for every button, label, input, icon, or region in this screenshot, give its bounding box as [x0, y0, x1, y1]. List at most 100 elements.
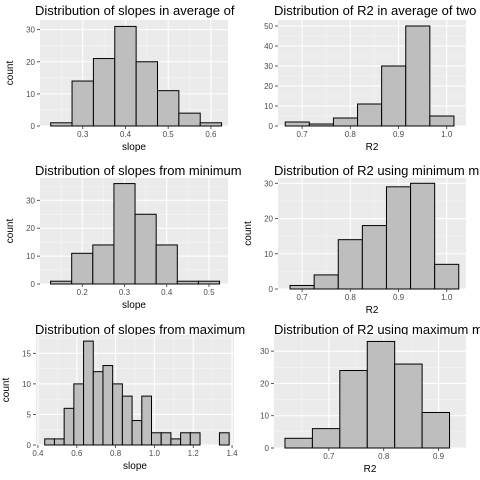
x-axis-label: slope: [123, 461, 147, 472]
y-tick-label: 10: [26, 252, 35, 261]
y-tick-label: 30: [26, 26, 35, 35]
histogram-bar: [332, 117, 359, 127]
x-tick-label: 0.8: [110, 449, 122, 458]
y-tick-label: 10: [264, 250, 273, 259]
histogram-bar: [337, 239, 363, 290]
histogram-bar: [405, 25, 431, 127]
y-tick-label: 0: [27, 441, 32, 450]
histogram-bar: [160, 432, 172, 446]
histogram-bar: [135, 61, 159, 127]
histogram-bar: [385, 186, 412, 290]
panel-title: Distribution of R2 using maximum m: [274, 322, 480, 337]
y-tick-label: 30: [264, 179, 273, 188]
histogram-bar: [394, 363, 423, 449]
x-tick-label: 0.4: [120, 130, 132, 139]
histogram-bar: [114, 25, 137, 127]
x-axis-label: slope: [122, 142, 146, 153]
x-tick-label: 0.4: [161, 288, 173, 297]
y-tick-label: 5: [27, 410, 32, 419]
panel-title: Distribution of R2 in average of two: [274, 3, 476, 18]
histogram-bar: [180, 432, 191, 446]
histogram-bar: [50, 122, 73, 127]
x-tick-label: 0.6: [205, 130, 217, 139]
panel-title: Distribution of slopes from maximum: [35, 322, 245, 337]
panel-title: Distribution of slopes from minimum: [35, 163, 242, 178]
histogram-bar: [434, 263, 460, 290]
histogram-bar: [92, 371, 104, 446]
y-tick-label: 20: [264, 82, 273, 91]
x-tick-label: 0.6: [71, 449, 83, 458]
histogram-bar: [284, 437, 313, 449]
panel-2: Distribution of R2 in average of two 0.7 0…: [264, 3, 476, 153]
histogram-bar: [357, 103, 383, 127]
histogram-bar: [313, 274, 339, 290]
panel-title: Distribution of R2 using minimum m: [274, 163, 479, 178]
histogram-bar: [170, 438, 182, 446]
histogram-bar: [71, 80, 94, 127]
x-tick-label: 0.9: [393, 130, 405, 139]
histogram-bar: [311, 428, 341, 449]
histogram-bar: [429, 115, 455, 127]
y-axis-label: count: [1, 378, 12, 403]
histogram-bar: [155, 244, 178, 285]
x-tick-label: 0.4: [32, 449, 44, 458]
x-axis-label: slope: [122, 300, 146, 311]
histogram-bar: [308, 123, 334, 127]
histogram-bar: [121, 395, 133, 446]
y-tick-label: 50: [264, 22, 273, 31]
histogram-bar: [410, 182, 436, 290]
x-tick-label: 1.2: [188, 449, 200, 458]
y-tick-label: 40: [264, 42, 273, 51]
histogram-bar: [421, 411, 451, 449]
y-tick-label: 30: [264, 62, 273, 71]
histogram-bar: [339, 370, 368, 449]
histogram-bar: [361, 225, 387, 290]
x-tick-label: 0.7: [297, 130, 309, 139]
y-tick-label: 15: [22, 349, 31, 358]
histogram-bar: [197, 280, 221, 285]
y-tick-label: 10: [264, 102, 273, 111]
y-tick-label: 0: [265, 444, 270, 453]
x-tick-label: 0.9: [393, 293, 405, 302]
histogram-bar: [73, 383, 85, 446]
panel-1: Distribution of slopes in average of 0.3 0…: [5, 3, 235, 153]
x-axis-label: R2: [366, 305, 379, 316]
histogram-bar: [53, 438, 65, 446]
x-tick-label: 0.5: [163, 130, 175, 139]
histogram-bar: [178, 112, 201, 127]
histogram-bar: [131, 420, 143, 446]
histogram-bar: [44, 438, 55, 446]
histogram-bar: [381, 65, 407, 127]
x-tick-label: 0.3: [77, 130, 89, 139]
y-tick-label: 0: [269, 122, 274, 131]
y-axis-label: count: [5, 61, 16, 86]
y-axis-label: count: [5, 219, 16, 244]
panel-5: Distribution of slopes from maximum 0.4 0.…: [1, 322, 245, 472]
x-axis-label: R2: [364, 464, 377, 475]
x-tick-label: 1.4: [226, 449, 238, 458]
y-tick-label: 0: [31, 122, 36, 131]
histogram-bar: [199, 122, 223, 127]
y-tick-label: 10: [22, 380, 31, 389]
panel-title: Distribution of slopes in average of: [35, 3, 235, 18]
histogram-bar: [157, 90, 180, 127]
histogram-bar: [63, 407, 75, 446]
histogram-bar: [113, 183, 136, 285]
y-tick-label: 20: [26, 224, 35, 233]
panel-4: Distribution of R2 using minimum m 0.7 0.8…: [243, 163, 479, 316]
x-tick-label: 1.0: [441, 130, 453, 139]
panel-3: Distribution of slopes from minimum 0.2 0.…: [5, 163, 242, 311]
histogram-bar: [141, 395, 152, 446]
y-tick-label: 20: [260, 379, 269, 388]
histogram-bar: [134, 213, 157, 285]
histogram-bar: [92, 58, 116, 127]
histogram-bar: [289, 284, 315, 290]
y-tick-label: 10: [26, 90, 35, 99]
y-tick-label: 30: [260, 347, 269, 356]
histogram-bar: [366, 340, 396, 449]
histogram-bar: [189, 432, 201, 446]
histogram-bar: [112, 383, 123, 446]
y-tick-label: 20: [26, 58, 35, 67]
x-tick-label: 0.3: [119, 288, 131, 297]
